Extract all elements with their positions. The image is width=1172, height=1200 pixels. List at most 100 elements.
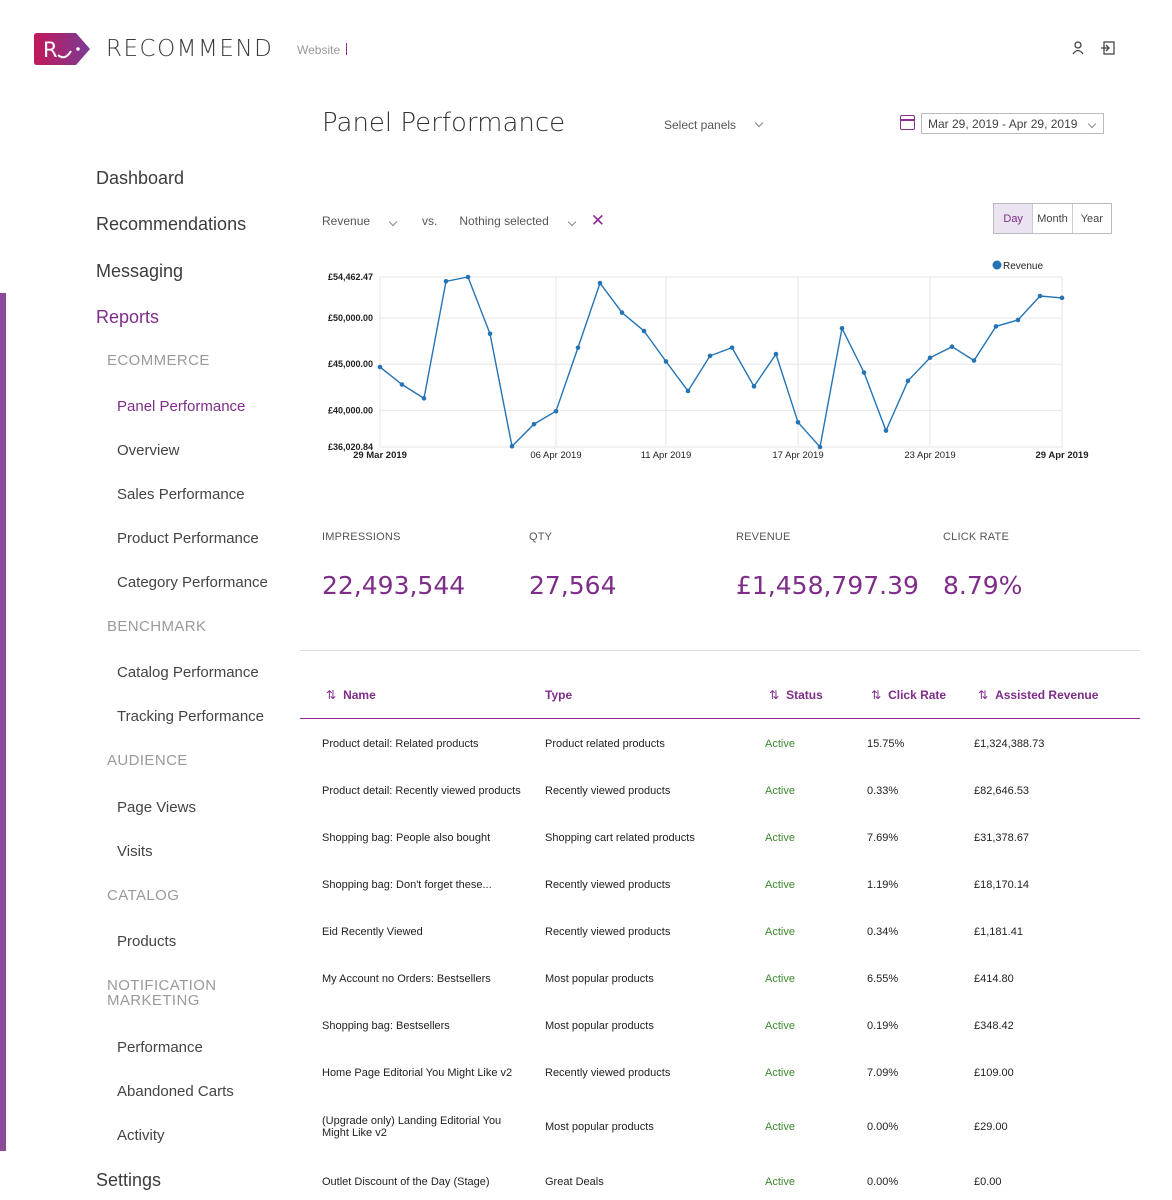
table-row[interactable]: Outlet Discount of the Day (Stage) Great … — [300, 1158, 1140, 1200]
cell-click-rate: 7.69% — [867, 831, 899, 844]
data-point — [575, 345, 581, 350]
y-tick-label: £45,000.00 — [328, 359, 373, 369]
nav-dashboard[interactable]: Dashboard — [96, 168, 185, 188]
nav-section-ecommerce: ECOMMERCE — [107, 352, 210, 369]
site-selector[interactable]: Website — [297, 43, 348, 57]
stat-impressions: IMPRESSIONS 22,493,544 — [322, 531, 465, 600]
date-range-value: Mar 29, 2019 - Apr 29, 2019 — [928, 117, 1078, 131]
table-row[interactable]: Shopping bag: Bestsellers Most popular pr… — [300, 1002, 1140, 1049]
cell-click-rate: 7.09% — [867, 1066, 899, 1079]
table-row[interactable]: Home Page Editorial You Might Like v2 Rec… — [300, 1049, 1140, 1096]
user-icon[interactable] — [1070, 40, 1086, 56]
data-point — [531, 421, 537, 427]
logout-icon[interactable] — [1100, 40, 1116, 56]
nav-section-benchmark: BENCHMARK — [107, 618, 207, 635]
data-point — [905, 378, 911, 384]
nav-activity[interactable]: Activity — [117, 1127, 165, 1144]
nav-sales-performance[interactable]: Sales Performance — [117, 486, 245, 503]
cell-click-rate: 0.19% — [867, 1019, 899, 1032]
period-year-button[interactable]: Year — [1071, 204, 1111, 233]
period-month-button[interactable]: Month — [1032, 204, 1071, 233]
x-tick-label: 29 Apr 2019 — [1036, 450, 1089, 461]
cell-type: Recently viewed products — [545, 925, 671, 938]
cell-status: Active — [765, 1175, 795, 1188]
cell-assisted-revenue: £109.00 — [974, 1066, 1014, 1079]
compare-select-value: Nothing selected — [459, 214, 549, 228]
stat-label: REVENUE — [736, 531, 791, 543]
stat-revenue: REVENUE £1,458,797.39 — [736, 531, 919, 600]
x-tick-label: 06 Apr 2019 — [530, 450, 581, 461]
table-row[interactable]: My Account no Orders: Bestsellers Most po… — [300, 955, 1140, 1002]
nav-page-views[interactable]: Page Views — [117, 799, 196, 816]
nav-panel-performance[interactable]: Panel Performance — [117, 398, 246, 415]
data-point — [399, 382, 405, 387]
clear-compare-icon[interactable]: ✕ — [590, 211, 606, 230]
cell-name: Shopping bag: Bestsellers — [322, 1019, 450, 1032]
column-label: Status — [786, 688, 823, 702]
nav-overview[interactable]: Overview — [117, 442, 180, 459]
nav-product-performance[interactable]: Product Performance — [117, 530, 259, 547]
app-logo[interactable]: R RECOMMEND — [34, 33, 273, 65]
stat-value: £1,458,797.39 — [736, 571, 919, 600]
select-panels-dropdown[interactable]: Select panels — [664, 118, 764, 132]
nav-tracking-performance[interactable]: Tracking Performance — [117, 708, 264, 725]
sort-icon: ⇅ — [769, 688, 780, 702]
column-header-name[interactable]: ⇅ Name — [326, 688, 376, 702]
column-header-type: Type — [545, 688, 572, 702]
column-header-click-rate[interactable]: ⇅ Click Rate — [871, 688, 946, 702]
cell-assisted-revenue: £29.00 — [974, 1121, 1008, 1133]
cell-click-rate: 15.75% — [867, 737, 905, 750]
nav-messaging[interactable]: Messaging — [96, 261, 184, 281]
cell-assisted-revenue: £31,378.67 — [974, 831, 1030, 844]
cell-name: Shopping bag: People also bought — [322, 831, 491, 844]
period-day-button[interactable]: Day — [994, 204, 1033, 233]
table-row[interactable]: Shopping bag: People also bought Shopping… — [300, 814, 1140, 861]
date-range-picker[interactable]: Mar 29, 2019 - Apr 29, 2019 — [921, 113, 1104, 134]
column-label: Click Rate — [888, 688, 947, 702]
cell-assisted-revenue: £348.42 — [974, 1019, 1014, 1032]
x-tick-label: 17 Apr 2019 — [772, 450, 823, 461]
nav-abandoned-carts[interactable]: Abandoned Carts — [117, 1083, 234, 1100]
cell-assisted-revenue: £0.00 — [974, 1175, 1002, 1188]
table-row[interactable]: Shopping bag: Don't forget these... Recen… — [300, 861, 1140, 908]
nav-catalog-performance[interactable]: Catalog Performance — [117, 664, 259, 681]
column-header-assisted-revenue[interactable]: ⇅ Assisted Revenue — [978, 688, 1098, 702]
table-row[interactable]: (Upgrade only) Landing Editorial You Mig… — [300, 1096, 1140, 1158]
cell-type: Most popular products — [545, 972, 654, 985]
data-point — [641, 328, 647, 334]
calendar-icon[interactable] — [900, 115, 915, 130]
column-label: Type — [545, 688, 573, 702]
data-point — [927, 355, 933, 361]
table-row[interactable]: Product detail: Recently viewed products… — [300, 767, 1140, 814]
nav-performance[interactable]: Performance — [117, 1039, 203, 1056]
cell-type: Most popular products — [545, 1121, 654, 1133]
data-point — [509, 443, 515, 449]
stat-value: 8.79% — [943, 571, 1023, 600]
nav-settings[interactable]: Settings — [96, 1170, 162, 1190]
metric-select[interactable]: Revenue — [322, 214, 398, 228]
nav-recommendations[interactable]: Recommendations — [96, 214, 247, 234]
table-row[interactable]: Eid Recently Viewed Recently viewed produ… — [300, 908, 1140, 955]
table-row[interactable]: Product detail: Related products Product … — [300, 720, 1140, 767]
nav-reports[interactable]: Reports — [96, 307, 160, 327]
stat-value: 22,493,544 — [322, 571, 466, 600]
compare-metric-select[interactable]: Nothing selected — [459, 214, 577, 228]
stat-click-rate: CLICK RATE 8.79% — [943, 531, 1022, 600]
cell-click-rate: 0.34% — [867, 925, 899, 938]
data-point — [421, 396, 427, 401]
cell-type: Recently viewed products — [545, 878, 671, 891]
column-header-status[interactable]: ⇅ Status — [769, 688, 823, 702]
cell-click-rate: 6.55% — [867, 972, 899, 985]
data-point — [597, 280, 603, 286]
nav-products[interactable]: Products — [117, 933, 177, 950]
cell-name: Product detail: Related products — [322, 737, 479, 750]
cell-assisted-revenue: £82,646.53 — [974, 784, 1030, 797]
sort-icon: ⇅ — [871, 688, 882, 702]
data-point — [993, 324, 999, 329]
cell-status: Active — [765, 925, 795, 938]
data-point — [751, 384, 757, 389]
nav-visits[interactable]: Visits — [117, 843, 153, 860]
nav-category-performance[interactable]: Category Performance — [117, 574, 268, 591]
column-label: Name — [343, 688, 376, 702]
data-point — [553, 408, 559, 414]
